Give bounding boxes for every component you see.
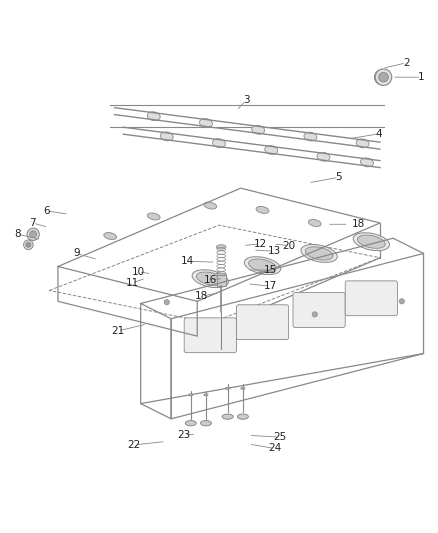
Ellipse shape (196, 272, 224, 285)
Ellipse shape (353, 233, 389, 251)
Ellipse shape (222, 414, 233, 419)
Text: 24: 24 (268, 443, 281, 454)
Ellipse shape (30, 231, 37, 238)
Ellipse shape (252, 125, 265, 134)
Text: 11: 11 (125, 278, 138, 288)
Ellipse shape (204, 202, 217, 209)
Ellipse shape (27, 228, 39, 240)
Text: 21: 21 (111, 326, 125, 336)
Ellipse shape (204, 394, 208, 396)
Text: 18: 18 (352, 219, 365, 229)
Ellipse shape (360, 158, 374, 167)
Text: 18: 18 (195, 291, 208, 301)
Ellipse shape (379, 72, 389, 82)
Ellipse shape (249, 259, 276, 272)
Ellipse shape (160, 132, 173, 141)
Ellipse shape (216, 245, 226, 249)
Ellipse shape (164, 300, 170, 305)
Text: 12: 12 (254, 239, 267, 249)
Ellipse shape (212, 139, 226, 148)
Text: 17: 17 (264, 281, 277, 291)
Ellipse shape (192, 270, 229, 288)
Ellipse shape (244, 257, 281, 274)
Text: 22: 22 (127, 440, 141, 450)
Ellipse shape (304, 132, 317, 141)
Ellipse shape (26, 242, 31, 247)
Ellipse shape (199, 118, 212, 127)
Ellipse shape (356, 139, 369, 148)
Ellipse shape (185, 421, 196, 426)
Text: 13: 13 (268, 246, 281, 256)
Text: 14: 14 (181, 256, 194, 266)
Ellipse shape (375, 69, 392, 85)
Ellipse shape (226, 387, 230, 390)
Ellipse shape (216, 273, 226, 277)
FancyBboxPatch shape (237, 305, 289, 340)
Ellipse shape (147, 112, 160, 120)
Ellipse shape (308, 220, 321, 227)
Text: 5: 5 (336, 172, 342, 182)
Text: 6: 6 (43, 206, 49, 216)
Ellipse shape (301, 245, 337, 262)
Text: 4: 4 (376, 129, 382, 139)
Ellipse shape (24, 240, 33, 249)
Text: 9: 9 (73, 248, 80, 259)
Ellipse shape (374, 70, 390, 85)
Ellipse shape (237, 414, 248, 419)
Text: 20: 20 (282, 240, 295, 251)
Ellipse shape (147, 213, 160, 220)
Ellipse shape (265, 146, 278, 155)
Ellipse shape (317, 152, 330, 161)
FancyBboxPatch shape (184, 318, 237, 353)
FancyBboxPatch shape (293, 293, 345, 327)
Ellipse shape (378, 73, 387, 82)
Ellipse shape (305, 247, 333, 260)
Ellipse shape (104, 232, 117, 239)
Text: 8: 8 (14, 229, 21, 239)
Text: 15: 15 (264, 265, 277, 275)
Ellipse shape (241, 387, 245, 390)
Ellipse shape (201, 421, 212, 426)
Text: 10: 10 (132, 266, 145, 277)
Text: 23: 23 (177, 430, 191, 440)
Ellipse shape (312, 312, 318, 317)
Text: 3: 3 (243, 95, 249, 105)
Text: 25: 25 (273, 432, 286, 442)
Ellipse shape (256, 206, 269, 213)
Ellipse shape (357, 235, 385, 248)
FancyBboxPatch shape (345, 281, 397, 316)
Text: 1: 1 (418, 72, 425, 82)
Bar (217, 275, 226, 286)
Ellipse shape (188, 394, 193, 396)
Ellipse shape (399, 298, 404, 304)
Text: 2: 2 (403, 58, 410, 68)
Text: 7: 7 (29, 218, 36, 228)
Text: 16: 16 (204, 274, 217, 285)
